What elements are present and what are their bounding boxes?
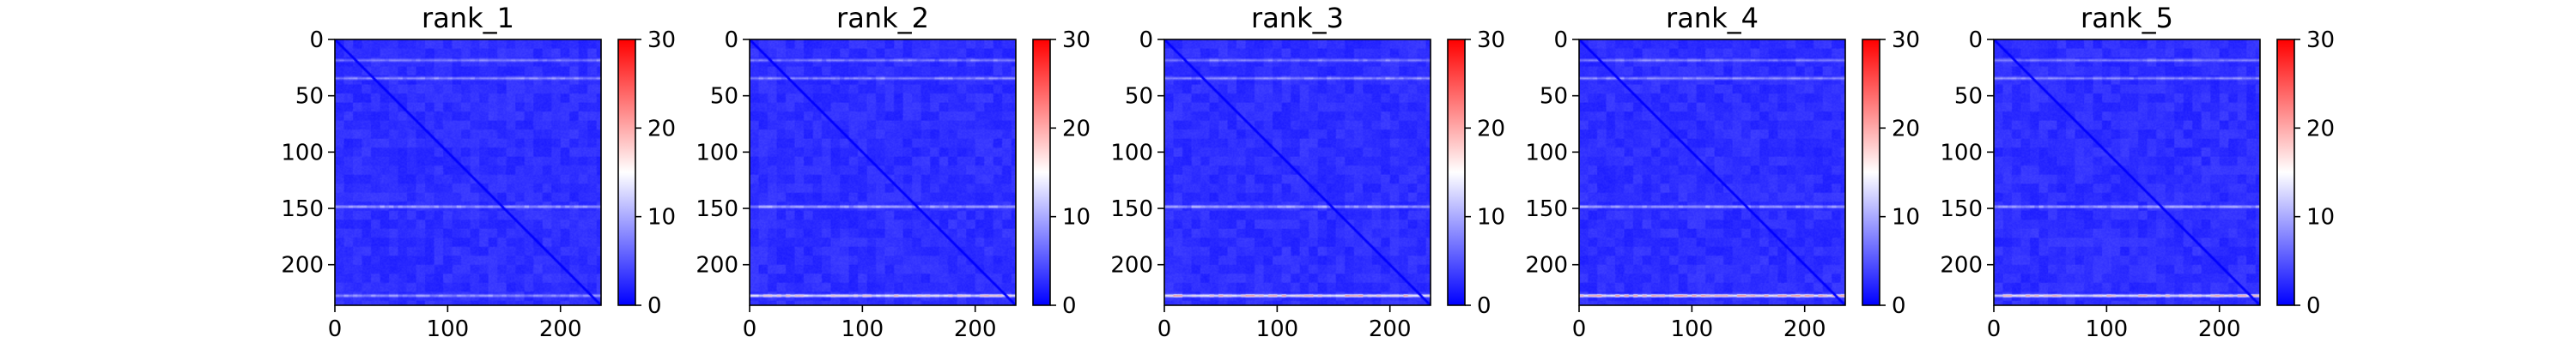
heatmap-panel-2: rank_2 0 100 200 0 50 100 150 200 0 10 20 30 (696, 2, 1091, 342)
colorbar-tick-label: 20 (1062, 116, 1091, 141)
colorbar-tick-label: 30 (1477, 27, 1505, 53)
colorbar-tick-label: 20 (1477, 116, 1505, 141)
colorbar-tick-label: 0 (2306, 293, 2321, 319)
colorbar-tick-label: 30 (1062, 27, 1091, 53)
panel-title: rank_2 (836, 2, 929, 34)
x-tick-label: 100 (427, 316, 470, 342)
colorbar-tick-label: 10 (1477, 205, 1505, 231)
x-tick-label: 200 (539, 316, 582, 342)
heatmap-image (1164, 39, 1431, 305)
y-tick-label: 50 (295, 84, 324, 110)
colorbar-tick-label: 0 (1892, 293, 1906, 319)
plot-frame (1578, 39, 1846, 306)
colorbar-tick-label: 0 (1062, 293, 1077, 319)
heatmap-image (1994, 39, 2260, 305)
colorbar-tick-label: 20 (1892, 116, 1920, 141)
y-tick-label: 50 (710, 84, 738, 110)
plot-frame (334, 39, 602, 306)
x-tick-label: 200 (1369, 316, 1412, 342)
y-tick-label: 200 (696, 253, 738, 279)
y-tick-label: 0 (1553, 27, 1568, 53)
y-tick-label: 150 (696, 196, 738, 222)
colorbar-tick-label: 10 (2306, 205, 2335, 231)
y-tick-label: 200 (1525, 253, 1568, 279)
x-tick-label: 0 (328, 316, 343, 342)
y-tick-label: 200 (281, 253, 324, 279)
colorbar-tick-label: 30 (647, 27, 676, 53)
heatmap-panel-1: rank_1 0 100 200 0 50 100 150 200 0 10 20 30 (281, 2, 676, 342)
heatmap-image (335, 39, 601, 305)
plot-frame (749, 39, 1017, 306)
colorbar-tick-label: 10 (647, 205, 676, 231)
y-tick-label: 0 (724, 27, 738, 53)
x-tick-label: 100 (841, 316, 884, 342)
x-tick-label: 100 (1256, 316, 1299, 342)
colorbar-tick-label: 20 (647, 116, 676, 141)
x-tick-label: 0 (1157, 316, 1172, 342)
y-tick-label: 50 (1540, 84, 1568, 110)
heatmap-image (1579, 39, 1845, 305)
heatmap-panel-5: rank_5 0 100 200 0 50 100 150 200 0 10 20 30 (1940, 2, 2335, 342)
colorbar (1862, 39, 1880, 306)
y-tick-label: 150 (281, 196, 324, 222)
panel-title: rank_3 (1251, 2, 1344, 34)
plot-frame (1163, 39, 1431, 306)
y-tick-label: 100 (1110, 140, 1153, 165)
heatmap-panel-3: rank_3 0 100 200 0 50 100 150 200 0 10 20 30 (1110, 2, 1505, 342)
x-tick-label: 200 (954, 316, 997, 342)
y-tick-label: 50 (1954, 84, 1983, 110)
y-tick-label: 150 (1525, 196, 1568, 222)
y-tick-label: 0 (309, 27, 324, 53)
y-tick-label: 150 (1110, 196, 1153, 222)
y-tick-label: 0 (1968, 27, 1983, 53)
colorbar (2276, 39, 2295, 306)
panel-title: rank_5 (2081, 2, 2173, 34)
y-tick-label: 200 (1940, 253, 1983, 279)
y-tick-label: 100 (1940, 140, 1983, 165)
plot-frame (1993, 39, 2261, 306)
x-tick-label: 200 (2198, 316, 2241, 342)
y-tick-label: 200 (1110, 253, 1153, 279)
x-tick-label: 0 (1572, 316, 1587, 342)
colorbar-tick-label: 0 (1477, 293, 1492, 319)
colorbar-tick-label: 20 (2306, 116, 2335, 141)
colorbar-tick-label: 30 (2306, 27, 2335, 53)
colorbar (617, 39, 636, 306)
x-tick-label: 100 (2086, 316, 2129, 342)
colorbar-tick-label: 0 (647, 293, 662, 319)
y-tick-label: 100 (281, 140, 324, 165)
colorbar (1032, 39, 1051, 306)
y-tick-label: 100 (696, 140, 738, 165)
heatmap-panel-4: rank_4 0 100 200 0 50 100 150 200 0 10 20 30 (1525, 2, 1920, 342)
y-tick-label: 0 (1139, 27, 1153, 53)
x-tick-label: 0 (1987, 316, 2002, 342)
colorbar (1447, 39, 1466, 306)
x-tick-label: 200 (1783, 316, 1826, 342)
panel-title: rank_1 (422, 2, 514, 34)
panel-title: rank_4 (1666, 2, 1759, 34)
colorbar-tick-label: 10 (1062, 205, 1091, 231)
y-tick-label: 150 (1940, 196, 1983, 222)
colorbar-tick-label: 30 (1892, 27, 1920, 53)
y-tick-label: 50 (1125, 84, 1153, 110)
colorbar-tick-label: 10 (1892, 205, 1920, 231)
x-tick-label: 100 (1671, 316, 1714, 342)
heatmap-image (750, 39, 1016, 305)
y-tick-label: 100 (1525, 140, 1568, 165)
x-tick-label: 0 (743, 316, 757, 342)
